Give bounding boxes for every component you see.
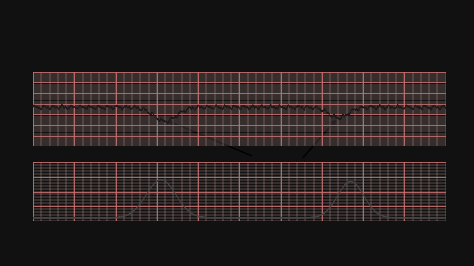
Text: Baseline Fetal Heart Rate: Baseline Fetal Heart Rate xyxy=(169,121,337,169)
Text: Basic fetal tracing interpretation: Basic fetal tracing interpretation xyxy=(38,19,423,43)
